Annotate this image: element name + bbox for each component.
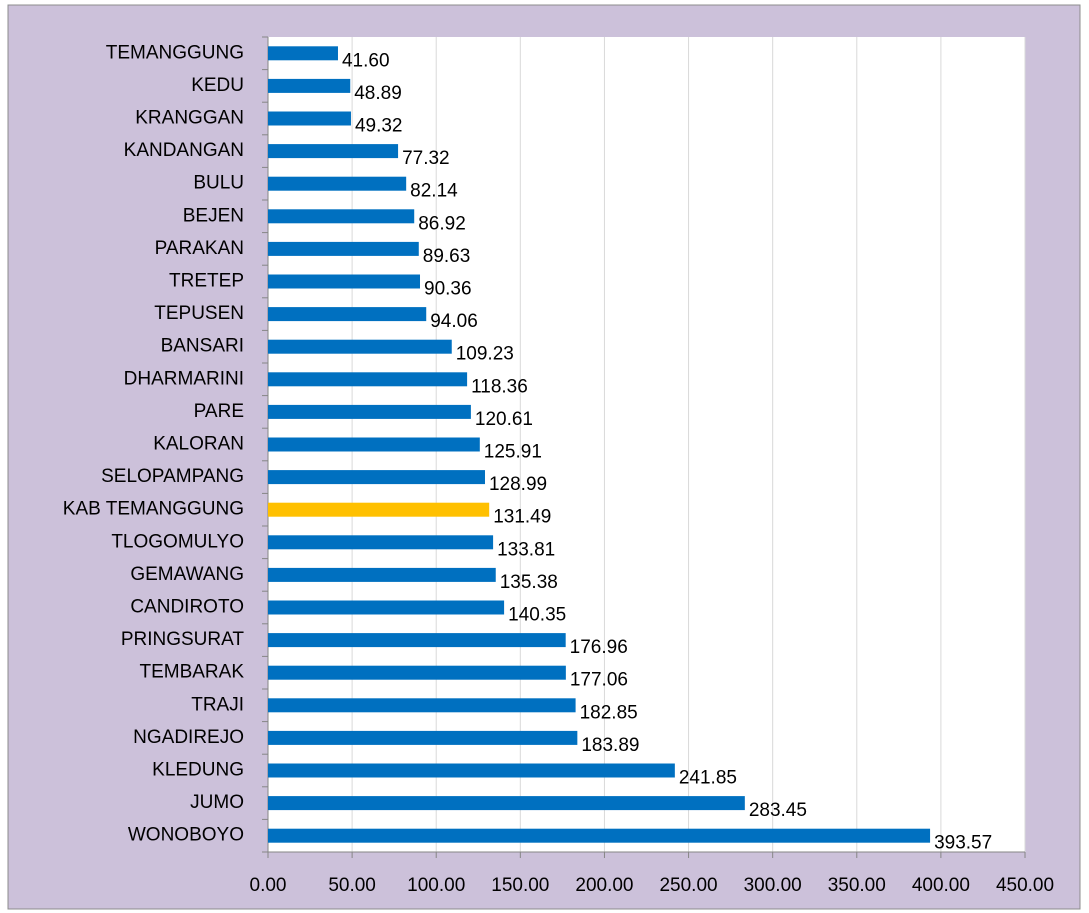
bar [268, 796, 745, 811]
y-tick-label: KALORAN [153, 434, 244, 455]
data-label: 283.45 [749, 800, 807, 821]
data-label: 131.49 [493, 507, 551, 528]
bar [268, 404, 471, 419]
bar [268, 176, 407, 191]
x-tick-label: 200.00 [575, 875, 633, 896]
bar [268, 535, 494, 550]
data-label: 41.60 [342, 50, 390, 71]
y-tick-label: BANSARI [161, 336, 244, 357]
bar [268, 600, 505, 615]
bar [268, 339, 452, 354]
y-tick-label: JUMO [190, 792, 244, 813]
bar [268, 437, 480, 452]
data-label: 89.63 [423, 246, 471, 267]
y-tick-label: TLOGOMULYO [111, 531, 244, 552]
y-tick-label: KRANGGAN [135, 108, 244, 129]
data-label: 135.38 [500, 572, 558, 593]
y-tick-label: BEJEN [183, 205, 244, 226]
bar [268, 307, 427, 322]
bar [268, 372, 468, 387]
y-tick-label: KANDANGAN [124, 140, 244, 161]
y-tick-label: TEMBARAK [139, 662, 244, 683]
bar [268, 46, 338, 61]
y-tick-label: BULU [193, 173, 244, 194]
bar [268, 111, 351, 126]
y-tick-label: TEMANGGUNG [106, 42, 244, 63]
y-tick-label: WONOBOYO [128, 825, 244, 846]
data-label: 125.91 [484, 442, 542, 463]
data-label: 82.14 [410, 181, 458, 202]
data-label: 86.92 [418, 213, 466, 234]
y-tick-label: PARAKAN [155, 238, 244, 259]
bar [268, 665, 566, 680]
data-label: 241.85 [679, 768, 737, 789]
y-tick-label: PRINGSURAT [121, 629, 245, 650]
x-tick-label: 0.00 [250, 875, 287, 896]
data-label: 133.81 [497, 539, 555, 560]
data-label: 176.96 [570, 637, 628, 658]
bar [268, 730, 578, 745]
data-label: 140.35 [508, 605, 566, 626]
bar [268, 470, 485, 485]
x-tick-label: 250.00 [659, 875, 717, 896]
data-label: 109.23 [456, 344, 514, 365]
data-label: 183.89 [581, 735, 639, 756]
bar [268, 763, 675, 778]
x-tick-label: 450.00 [996, 875, 1054, 896]
data-label: 48.89 [354, 83, 402, 104]
data-label: 90.36 [424, 279, 472, 300]
bar [268, 633, 566, 648]
y-tick-label: TRAJI [191, 694, 244, 715]
bar [268, 567, 496, 582]
bar [268, 698, 576, 713]
data-label: 49.32 [355, 116, 403, 137]
y-tick-label: KLEDUNG [152, 760, 244, 781]
y-tick-label: TRETEP [169, 271, 244, 292]
x-tick-label: 300.00 [744, 875, 802, 896]
data-label: 182.85 [580, 702, 638, 723]
bar [268, 78, 351, 93]
y-tick-label: TEPUSEN [154, 303, 244, 324]
data-label: 118.36 [471, 376, 528, 397]
data-label: 177.06 [570, 670, 628, 691]
y-tick-label: CANDIROTO [130, 597, 244, 618]
x-tick-label: 350.00 [828, 875, 886, 896]
bar [268, 144, 399, 159]
x-tick-label: 50.00 [328, 875, 376, 896]
data-label: 77.32 [402, 148, 450, 169]
x-tick-label: 400.00 [912, 875, 970, 896]
x-tick-label: 100.00 [407, 875, 465, 896]
data-label: 120.61 [475, 409, 533, 430]
y-tick-label: SELOPAMPANG [101, 466, 244, 487]
y-tick-label: NGADIREJO [133, 727, 244, 748]
y-tick-label: GEMAWANG [130, 564, 244, 585]
data-label: 128.99 [489, 474, 547, 495]
data-label: 94.06 [430, 311, 478, 332]
bar [268, 241, 419, 256]
y-tick-label: KAB TEMANGGUNG [63, 499, 244, 520]
bar [268, 502, 490, 517]
y-tick-label: KEDU [191, 75, 244, 96]
bar [268, 209, 415, 224]
y-tick-label: DHARMARINI [124, 368, 244, 389]
x-tick-label: 150.00 [491, 875, 549, 896]
data-label: 393.57 [934, 833, 992, 854]
bar [268, 274, 421, 289]
bar [268, 828, 931, 843]
y-tick-label: PARE [194, 401, 244, 422]
